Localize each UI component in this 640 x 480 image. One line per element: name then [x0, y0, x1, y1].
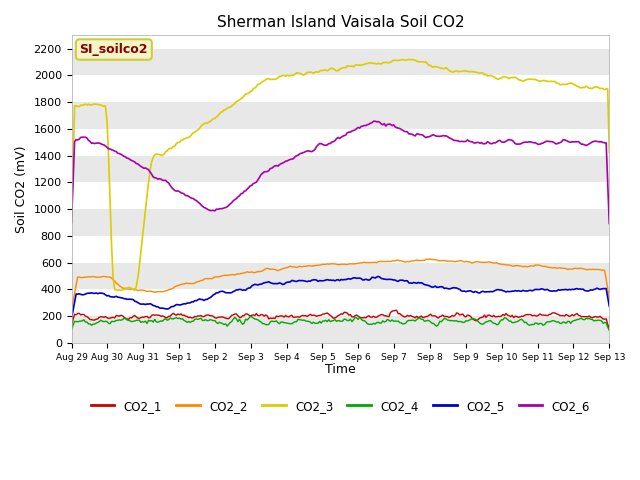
Bar	[72, 102, 609, 129]
Text: SI_soilco2: SI_soilco2	[79, 43, 148, 56]
CO2_4	[599, 321, 607, 326]
CO2_4	[317, 320, 325, 326]
Y-axis label: Soil CO2 (mV): Soil CO2 (mV)	[15, 145, 28, 233]
Bar	[72, 263, 609, 289]
CO2_4	[605, 327, 613, 333]
Bar	[72, 236, 609, 263]
CO2_3	[605, 150, 613, 156]
CO2_6	[316, 141, 323, 146]
CO2_2	[599, 267, 607, 273]
CO2_4	[387, 318, 394, 324]
CO2_4	[211, 318, 219, 324]
CO2_2	[385, 259, 393, 264]
Bar	[72, 129, 609, 156]
CO2_6	[605, 221, 613, 227]
CO2_1	[584, 314, 591, 320]
CO2_1	[355, 313, 362, 319]
CO2_5	[605, 303, 613, 309]
CO2_3	[68, 221, 76, 227]
CO2_6	[211, 208, 219, 214]
Legend: CO2_1, CO2_2, CO2_3, CO2_4, CO2_5, CO2_6: CO2_1, CO2_2, CO2_3, CO2_4, CO2_5, CO2_6	[86, 395, 595, 417]
Line: CO2_6: CO2_6	[72, 121, 609, 224]
CO2_3	[212, 114, 220, 120]
Line: CO2_3: CO2_3	[72, 60, 609, 290]
CO2_1	[211, 315, 219, 321]
Bar	[72, 209, 609, 236]
CO2_2	[605, 295, 613, 300]
CO2_2	[316, 262, 323, 268]
CO2_5	[316, 278, 323, 284]
Line: CO2_4: CO2_4	[72, 317, 609, 330]
CO2_1	[385, 314, 393, 320]
CO2_1	[316, 312, 323, 318]
CO2_1	[393, 308, 401, 313]
CO2_2	[355, 261, 362, 266]
CO2_4	[356, 314, 364, 320]
CO2_2	[68, 307, 76, 312]
CO2_6	[355, 124, 362, 130]
Bar	[72, 316, 609, 343]
CO2_3	[356, 62, 364, 68]
CO2_5	[599, 286, 607, 291]
X-axis label: Time: Time	[325, 363, 356, 376]
CO2_2	[427, 256, 435, 262]
CO2_4	[584, 316, 591, 322]
Line: CO2_2: CO2_2	[72, 259, 609, 310]
CO2_3	[114, 288, 122, 293]
Bar	[72, 182, 609, 209]
Title: Sherman Island Vaisala Soil CO2: Sherman Island Vaisala Soil CO2	[216, 15, 464, 30]
CO2_5	[355, 276, 362, 281]
Line: CO2_1: CO2_1	[72, 311, 609, 329]
CO2_1	[605, 326, 613, 332]
CO2_6	[68, 219, 76, 225]
CO2_2	[584, 267, 591, 273]
CO2_4	[68, 327, 76, 333]
CO2_5	[387, 276, 394, 282]
CO2_3	[601, 87, 609, 93]
CO2_6	[584, 142, 591, 148]
CO2_5	[374, 274, 382, 279]
CO2_3	[405, 57, 413, 62]
CO2_2	[211, 274, 219, 280]
CO2_6	[371, 119, 379, 124]
CO2_1	[68, 323, 76, 329]
Bar	[72, 156, 609, 182]
CO2_3	[317, 68, 325, 73]
CO2_3	[387, 60, 394, 65]
Bar	[72, 48, 609, 75]
Bar	[72, 289, 609, 316]
CO2_5	[211, 291, 219, 297]
CO2_6	[599, 140, 607, 145]
Line: CO2_5: CO2_5	[72, 276, 609, 318]
CO2_5	[68, 315, 76, 321]
CO2_1	[599, 316, 607, 322]
CO2_4	[246, 314, 254, 320]
CO2_3	[586, 85, 593, 91]
CO2_6	[387, 121, 394, 127]
CO2_5	[584, 288, 591, 294]
Bar	[72, 75, 609, 102]
